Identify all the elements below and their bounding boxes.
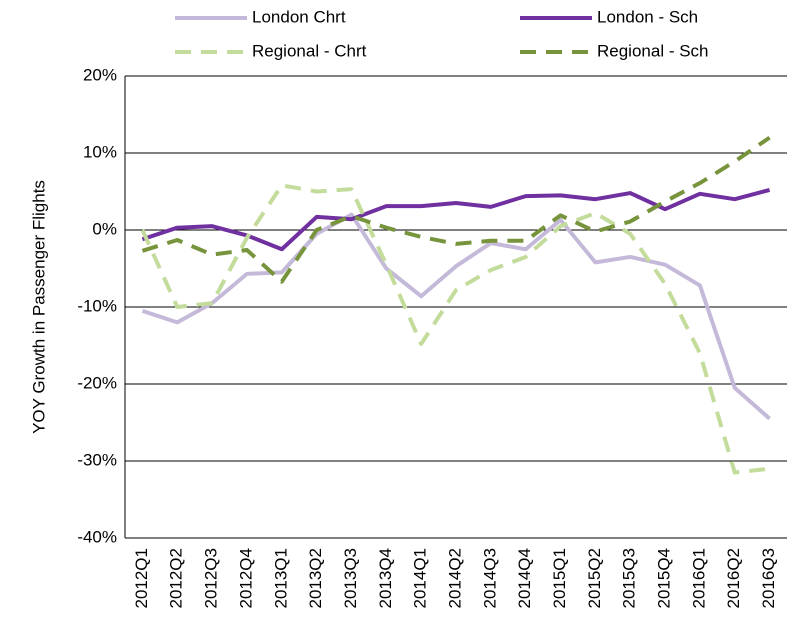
x-tick-label: 2013Q2 <box>306 548 325 609</box>
series-line <box>140 183 770 475</box>
x-tick-label: 2015Q2 <box>585 548 604 609</box>
x-tick-label: 2012Q2 <box>167 548 186 609</box>
x-tick-label: 2016Q2 <box>724 548 743 609</box>
x-tick-label: 2014Q2 <box>445 548 464 609</box>
y-tick-label: -40% <box>77 527 117 546</box>
series-line <box>141 188 771 252</box>
legend-label: London - Sch <box>597 7 698 26</box>
legend-label: Regional - Chrt <box>252 41 367 60</box>
x-tick-label: 2013Q4 <box>376 548 395 609</box>
y-tick-label: 10% <box>83 142 117 161</box>
x-tick-label: 2012Q3 <box>202 548 221 609</box>
x-tick-label: 2014Q1 <box>411 548 430 609</box>
legend-label: Regional - Sch <box>597 41 709 60</box>
y-tick-label: -20% <box>77 373 117 392</box>
series-line <box>141 135 771 284</box>
x-tick-label: 2012Q1 <box>132 548 151 609</box>
x-tick-label: 2014Q4 <box>515 548 534 609</box>
y-tick-label: -10% <box>77 296 117 315</box>
legend-label: London Chrt <box>252 7 346 26</box>
x-tick-label: 2013Q3 <box>341 548 360 609</box>
x-tick-label: 2013Q1 <box>271 548 290 609</box>
y-axis-label: YOY Growth in Passenger Flights <box>29 180 48 434</box>
y-tick-label: 0% <box>92 219 117 238</box>
x-tick-label: 2012Q4 <box>236 548 255 609</box>
y-tick-label: 20% <box>83 65 117 84</box>
x-tick-label: 2015Q1 <box>550 548 569 609</box>
x-tick-label: 2015Q3 <box>620 548 639 609</box>
x-tick-label: 2015Q4 <box>655 548 674 609</box>
x-tick-label: 2016Q3 <box>759 548 778 609</box>
series-line <box>141 212 771 421</box>
x-tick-label: 2016Q1 <box>689 548 708 609</box>
x-tick-label: 2014Q3 <box>480 548 499 609</box>
y-tick-label: -30% <box>77 450 117 469</box>
